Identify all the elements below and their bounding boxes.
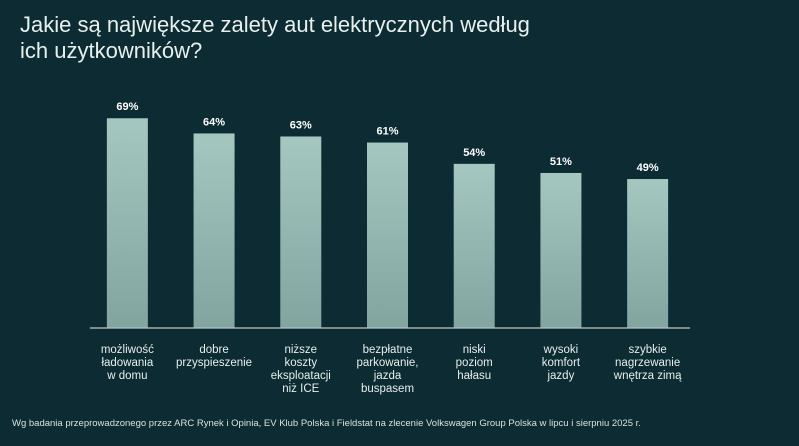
footnote: Wg badania przeprowadzonego przez ARC Ry… (12, 418, 641, 429)
value-label: 63% (290, 119, 312, 131)
value-label: 69% (116, 101, 138, 113)
x-tick-label: niski poziom hałasu (455, 344, 493, 382)
bar (106, 118, 148, 329)
bar (540, 172, 582, 328)
value-label: 54% (463, 147, 485, 159)
bar (453, 163, 495, 328)
value-label: 51% (550, 156, 572, 168)
chart-title: Jakie są największe zalety aut elektrycz… (20, 12, 530, 63)
x-tick-label: szybkie nagrzewanie wnętrza zimą (613, 344, 682, 382)
x-tick-label: wysoki komfort jazdy (541, 344, 581, 382)
x-tick-label: niższe koszty eksploatacji niż ICE (270, 344, 331, 395)
bar (193, 133, 235, 328)
x-tick-label: możliwość ładowania w domu (100, 344, 154, 382)
x-tick-label: bezpłatne parkowanie, jazda buspasem (356, 344, 419, 395)
value-label: 49% (637, 162, 659, 174)
bar (367, 142, 408, 328)
value-label: 64% (203, 116, 225, 128)
x-tick-label: dobre przyspieszenie (176, 344, 253, 369)
bar (280, 136, 322, 328)
value-label: 61% (376, 126, 398, 138)
bar (627, 179, 669, 328)
